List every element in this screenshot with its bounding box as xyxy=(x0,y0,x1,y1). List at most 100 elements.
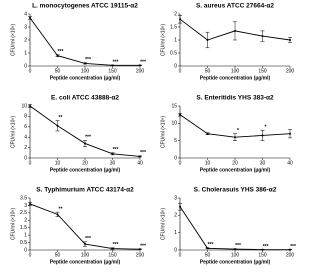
y-axis-label: CFU/ml (×10⁸) xyxy=(160,24,166,57)
data-point xyxy=(111,152,114,155)
y-tick-label: 2 xyxy=(24,145,27,151)
y-tick-label: 8 xyxy=(24,114,27,120)
x-tick-label: 150 xyxy=(108,68,117,74)
panel-title: S. Typhimurium ATCC 43174-α2 xyxy=(36,187,134,194)
x-tick-label: 40 xyxy=(287,160,293,166)
x-axis-label: Peptide concentration (µg/ml) xyxy=(50,259,121,265)
panel-title: S. aureus ATCC 27664-α2 xyxy=(196,3,274,10)
x-axis-label: Peptide concentration (µg/ml) xyxy=(200,75,271,81)
data-point xyxy=(29,105,31,107)
x-tick-label: 50 xyxy=(55,68,61,74)
y-tick-label: 2 xyxy=(24,37,27,43)
panel-title: S. Enteritidis YHS 383-α2 xyxy=(196,95,274,102)
y-tick-label: 3.5 xyxy=(20,195,27,201)
data-point xyxy=(179,205,181,208)
data-point xyxy=(206,132,209,135)
x-axis-label: Peptide concentration (µg/ml) xyxy=(50,75,121,81)
x-tick-label: 0 xyxy=(179,252,182,258)
panel: L. monocytogenes ATCC 19115-α2 0 50 100 150 2… xyxy=(10,3,146,82)
panel-title: E. coli ATCC 43888-α2 xyxy=(51,95,119,102)
significance-label: *** xyxy=(85,236,91,242)
significance-label: *** xyxy=(140,59,146,65)
significance-label: *** xyxy=(263,244,269,250)
y-tick-label: 2.5 xyxy=(20,210,27,216)
significance-label: *** xyxy=(208,242,214,248)
y-axis-label: CFU/ml (×10⁸) xyxy=(10,208,16,241)
y-tick-label: 2 xyxy=(174,11,177,17)
data-point xyxy=(234,29,236,32)
x-tick-label: 50 xyxy=(205,68,211,74)
x-tick-label: 100 xyxy=(81,68,90,74)
significance-label: *** xyxy=(290,244,296,250)
data-point xyxy=(56,213,59,216)
y-tick-label: 0.5 xyxy=(20,240,27,246)
y-tick-label: 4 xyxy=(24,11,27,17)
data-point xyxy=(84,142,86,145)
panel: S. Enteritidis YHS 383-α2 0 10 20 30 40 0 5 10 15… xyxy=(160,95,293,174)
y-tick-label: 2 xyxy=(174,213,177,219)
y-tick-label: 6 xyxy=(24,124,27,130)
x-tick-label: 150 xyxy=(258,68,267,74)
x-tick-label: 150 xyxy=(258,252,267,258)
data-point xyxy=(179,113,181,116)
x-axis-label: Peptide concentration (µg/ml) xyxy=(200,167,271,173)
y-tick-label: 1 xyxy=(24,50,27,56)
x-tick-label: 50 xyxy=(205,252,211,258)
data-point xyxy=(206,39,209,41)
x-tick-label: 20 xyxy=(232,160,238,166)
data-point xyxy=(84,243,86,246)
x-tick-label: 100 xyxy=(231,68,240,74)
significance-label: *** xyxy=(113,147,119,153)
x-tick-label: 100 xyxy=(231,252,240,258)
y-tick-label: 0 xyxy=(174,155,177,161)
data-point xyxy=(29,16,31,19)
data-point xyxy=(84,62,86,65)
x-tick-label: 0 xyxy=(179,68,182,74)
x-tick-label: 100 xyxy=(81,252,90,258)
significance-label: *** xyxy=(85,57,91,63)
data-point xyxy=(206,247,209,250)
x-axis-label: Peptide concentration (µg/ml) xyxy=(50,167,121,173)
data-line xyxy=(29,105,141,157)
x-tick-label: 0 xyxy=(29,160,32,166)
x-tick-label: 30 xyxy=(260,160,266,166)
y-tick-label: 3 xyxy=(24,203,27,209)
figure: L. monocytogenes ATCC 19115-α20 50 100 150 2… xyxy=(10,3,296,266)
data-point xyxy=(261,248,264,251)
y-tick-label: 0 xyxy=(174,63,177,69)
data-point xyxy=(234,136,236,139)
y-tick-label: 0 xyxy=(24,247,27,253)
y-tick-label: 4 xyxy=(24,135,27,141)
y-tick-label: 15 xyxy=(171,103,177,109)
significance-label: *** xyxy=(140,243,146,249)
significance-label: ** xyxy=(59,115,63,121)
data-point xyxy=(111,64,114,67)
significance-label: ** xyxy=(59,206,63,212)
x-tick-label: 0 xyxy=(29,68,32,74)
y-axis-label: CFU/ml (×10⁸) xyxy=(10,24,16,57)
data-point xyxy=(56,54,59,57)
x-tick-label: 40 xyxy=(137,160,143,166)
x-tick-label: 200 xyxy=(286,252,295,258)
data-point xyxy=(289,132,291,135)
data-point xyxy=(179,18,181,21)
y-axis-label: CFU/ml (×10⁸) xyxy=(10,116,16,149)
significance-label: *** xyxy=(113,59,119,65)
x-axis-label: Peptide concentration (µg/ml) xyxy=(200,259,271,265)
x-tick-label: 200 xyxy=(136,252,145,258)
data-point xyxy=(289,39,291,41)
data-point xyxy=(139,155,141,158)
panel: E. coli ATCC 43888-α20 10 20 30 400246810Pep… xyxy=(10,95,146,174)
y-tick-label: 10 xyxy=(171,121,177,127)
x-tick-label: 30 xyxy=(110,160,116,166)
y-tick-label: 0 xyxy=(24,155,27,161)
significance-label: * xyxy=(265,125,267,131)
data-point xyxy=(261,35,264,38)
significance-label: *** xyxy=(140,150,146,156)
x-tick-label: 50 xyxy=(55,252,61,258)
significance-label: * xyxy=(237,128,239,134)
x-tick-label: 20 xyxy=(82,160,88,166)
y-axis-label: CFU/ml (×10⁸) xyxy=(160,116,166,149)
panel-title: S. Cholerasuis YHS 386-α2 xyxy=(194,187,277,194)
panel: S. aureus ATCC 27664-α2 0 50 100 150 200 0 0.5 1… xyxy=(160,3,294,82)
